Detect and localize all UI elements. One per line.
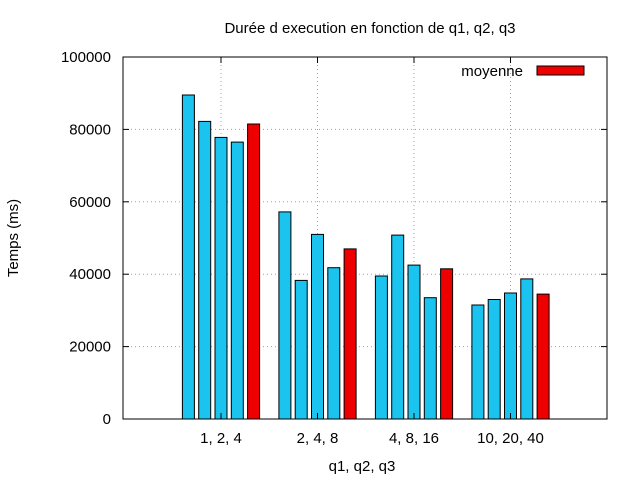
x-tick-label: 10, 20, 40 <box>477 430 544 447</box>
bar <box>423 297 437 420</box>
legend-label-moyenne: moyenne <box>461 63 523 80</box>
bar <box>294 279 308 420</box>
chart-title: Durée d execution en fonction de q1, q2,… <box>224 20 515 37</box>
bar-moyenne <box>440 268 454 420</box>
bar <box>471 304 485 420</box>
x-axis-ticks: 1, 2, 4 2, 4, 8 4, 8, 16 10, 20, 40 <box>200 57 544 447</box>
bar <box>327 267 341 420</box>
bar <box>278 211 292 420</box>
legend-swatch-moyenne <box>536 65 585 76</box>
y-tick-label: 80000 <box>69 121 111 138</box>
y-tick-label: 40000 <box>69 266 111 283</box>
x-axis-label: q1, q2, q3 <box>329 458 396 475</box>
y-axis-ticks: 0 20000 40000 60000 80000 100000 <box>61 49 607 428</box>
legend: moyenne <box>461 63 585 80</box>
bar <box>407 264 421 420</box>
bar-moyenne <box>343 248 357 420</box>
bar <box>374 275 388 420</box>
plot-frame <box>122 56 608 420</box>
y-tick-label: 0 <box>103 411 111 428</box>
bar <box>391 234 405 420</box>
bar <box>230 141 244 420</box>
bar-moyenne <box>247 123 261 420</box>
y-tick-label: 60000 <box>69 194 111 211</box>
bar <box>487 299 501 420</box>
y-tick-label: 100000 <box>61 49 111 66</box>
y-tick-label: 20000 <box>69 339 111 356</box>
bar <box>181 94 195 420</box>
bars <box>181 94 550 420</box>
bar <box>198 120 212 420</box>
x-tick-label: 1, 2, 4 <box>200 430 242 447</box>
x-tick-label: 2, 4, 8 <box>297 430 339 447</box>
bar <box>214 136 228 420</box>
bar <box>520 278 534 420</box>
bar <box>311 233 324 420</box>
grid <box>123 57 607 419</box>
bar <box>504 292 517 420</box>
bar-moyenne <box>536 293 550 420</box>
y-axis-label: Temps (ms) <box>5 199 22 277</box>
x-tick-label: 4, 8, 16 <box>389 430 439 447</box>
